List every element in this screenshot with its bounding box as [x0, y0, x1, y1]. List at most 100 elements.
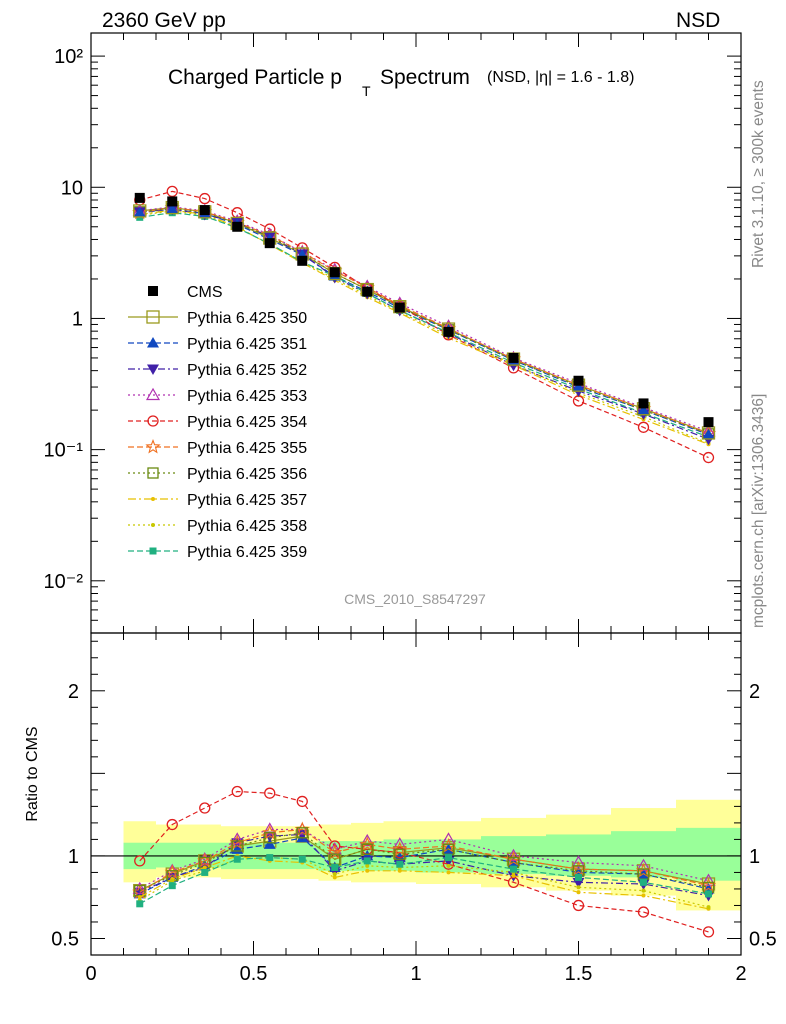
- data-point-marker: [511, 873, 516, 878]
- rivet-version-label: Rivet 3.1.10, ≥ 300k events: [750, 80, 767, 268]
- series-line: [139, 190, 709, 459]
- data-point-marker: [705, 890, 712, 898]
- ratio-pythia-6-425-356: [134, 827, 715, 897]
- y-tick-label-left: 1: [68, 846, 79, 868]
- chart-title: Charged Particle p T Spectrum (NSD, |η| = 1…: [168, 66, 634, 99]
- data-point-marker: [166, 818, 178, 831]
- data-point-marker: [264, 787, 276, 799]
- data-point-marker: [298, 855, 306, 863]
- header-right-label: NSD: [676, 9, 721, 32]
- legend-label: Pythia 6.425 350: [187, 310, 307, 327]
- data-point-marker: [636, 858, 651, 871]
- chart-title-note: (NSD, |η| = 1.6 - 1.8): [487, 69, 634, 86]
- x-tick-label: 0: [85, 963, 96, 985]
- data-point-marker: [396, 860, 404, 868]
- data-point-marker: [446, 863, 451, 868]
- legend-item: Pythia 6.425 351: [128, 336, 307, 353]
- legend-label: Pythia 6.425 356: [187, 466, 307, 483]
- legend-label: Pythia 6.425 358: [187, 518, 307, 535]
- data-point-marker: [199, 802, 211, 814]
- data-point-marker: [575, 873, 582, 881]
- main-plot-series: [132, 185, 717, 464]
- data-point-marker: [508, 352, 519, 363]
- ratio-line: [139, 828, 709, 893]
- data-point-marker: [706, 905, 711, 910]
- data-point-marker: [702, 926, 715, 938]
- ratio-plot-series: [132, 785, 717, 938]
- y-tick-label: 10: [61, 177, 83, 199]
- data-point-marker: [230, 832, 245, 845]
- series-pythia-6-425-351: [139, 208, 709, 436]
- series-markers: [134, 192, 714, 428]
- data-point-marker: [145, 387, 161, 401]
- series-pythia-6-425-359: [139, 212, 709, 438]
- data-point-marker: [151, 497, 155, 501]
- ratio-y-axis-label: Ratio to CMS: [24, 726, 41, 821]
- data-point-marker: [397, 868, 402, 873]
- legend-label: CMS: [187, 284, 223, 301]
- legend-item: Pythia 6.425 359: [128, 544, 307, 561]
- data-point-marker: [331, 863, 339, 871]
- y-tick-label-left: 2: [68, 681, 79, 703]
- ratio-line: [139, 790, 709, 933]
- data-point-marker: [233, 855, 241, 863]
- legend-item: CMS: [148, 284, 223, 301]
- data-point-marker: [147, 337, 159, 348]
- series-line: [139, 210, 709, 444]
- legend-label: Pythia 6.425 357: [187, 492, 307, 509]
- ratio-band-inner: [156, 842, 189, 868]
- data-point-marker: [134, 855, 146, 867]
- data-point-marker: [263, 838, 276, 849]
- data-point-marker: [641, 893, 646, 898]
- data-point-marker: [231, 840, 243, 852]
- data-point-marker: [637, 404, 650, 415]
- y-tick-label: 10²: [54, 46, 83, 68]
- data-point-marker: [332, 875, 337, 880]
- data-point-marker: [394, 848, 406, 860]
- data-point-marker: [392, 841, 408, 856]
- data-point-marker: [329, 840, 341, 852]
- legend-item: Pythia 6.425 350: [128, 310, 307, 327]
- series-line: [139, 208, 709, 436]
- data-point-marker: [363, 857, 371, 865]
- series-line: [139, 212, 709, 438]
- header-left-label: 2360 GeV pp: [102, 9, 226, 32]
- data-point-marker: [443, 326, 454, 337]
- data-point-marker: [199, 205, 210, 216]
- data-point-marker: [637, 421, 650, 433]
- data-point-marker: [576, 890, 581, 895]
- data-point-marker: [571, 855, 586, 868]
- series-markers: [137, 208, 711, 446]
- ratio-line: [139, 856, 709, 905]
- data-point-marker: [146, 310, 160, 324]
- legend-label: Pythia 6.425 359: [187, 544, 307, 561]
- data-point-marker: [641, 888, 646, 893]
- data-point-marker: [295, 822, 310, 835]
- data-point-marker: [147, 467, 159, 479]
- data-point-marker: [394, 302, 405, 313]
- data-point-marker: [445, 854, 452, 862]
- data-point-marker: [638, 398, 649, 409]
- data-point-marker: [572, 899, 585, 912]
- y-tick-label-right: 2: [749, 681, 760, 703]
- ratio-band-inner: [676, 827, 741, 881]
- y-tick-label-right: 1: [749, 846, 760, 868]
- x-tick-label: 1.5: [565, 963, 593, 985]
- data-point-marker: [170, 878, 175, 883]
- legend-item: Pythia 6.425 358: [128, 518, 307, 535]
- main-plot-frame: [90, 32, 742, 634]
- data-point-marker: [297, 255, 308, 266]
- data-point-marker: [232, 221, 243, 232]
- x-tick-label: 0.5: [240, 963, 268, 985]
- y-tick-label-right: 0.5: [749, 928, 777, 950]
- y-tick-label-left: 0.5: [51, 928, 79, 950]
- data-point-marker: [262, 824, 278, 840]
- legend-label: Pythia 6.425 354: [187, 414, 307, 431]
- data-point-marker: [296, 827, 308, 839]
- ratio-line: [139, 828, 709, 890]
- ratio-pythia-6-425-359: [136, 854, 712, 908]
- data-point-marker: [327, 844, 343, 860]
- data-point-marker: [360, 833, 375, 847]
